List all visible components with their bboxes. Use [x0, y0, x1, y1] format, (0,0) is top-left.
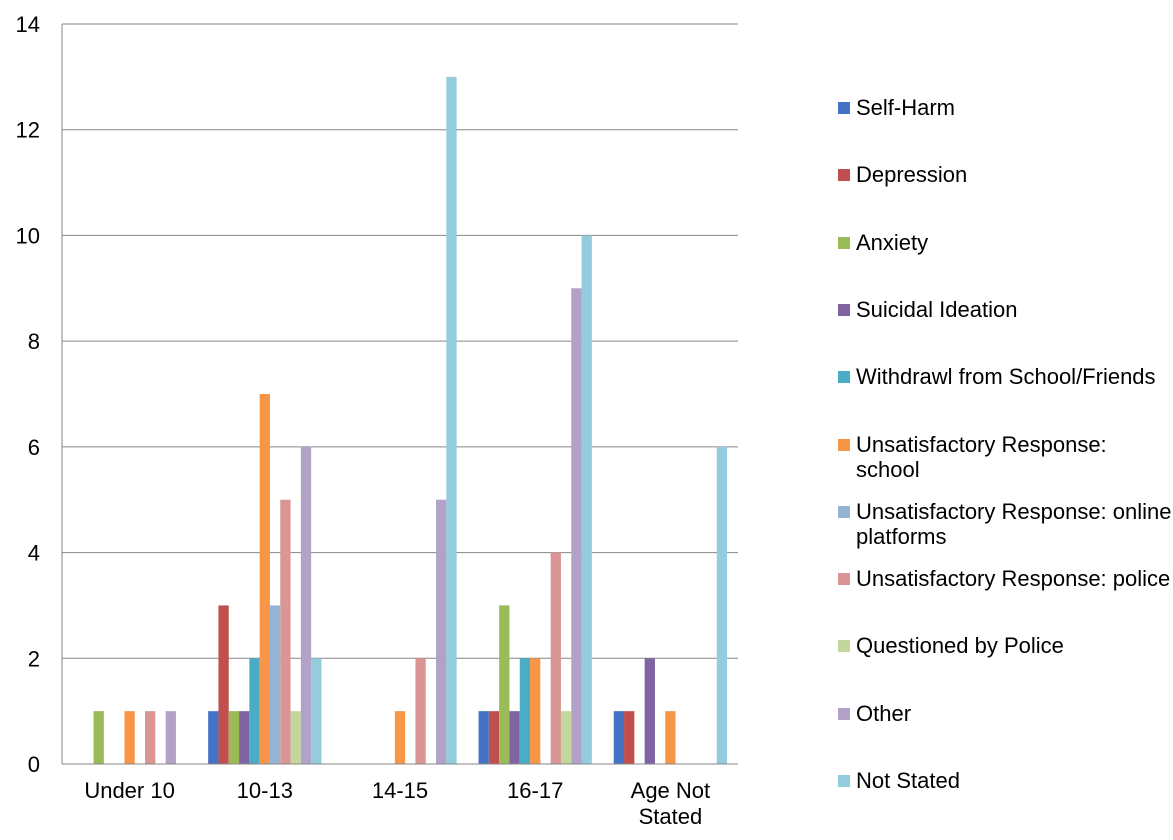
bar-self-harm	[208, 711, 219, 764]
legend-item: Withdrawl from School/Friends	[838, 364, 1173, 389]
bar-not-stated	[716, 446, 728, 764]
y-tick-label: 8	[28, 329, 40, 354]
bar-self-harm	[478, 711, 489, 764]
bar-not-stated	[581, 235, 592, 764]
bar-other	[300, 446, 312, 764]
legend-label: Unsatisfactory Response: school	[856, 431, 1107, 482]
y-tick-label: 14	[16, 12, 40, 37]
legend-label: Unsatisfactory Response: online platform…	[856, 498, 1172, 549]
bar-unsatisfactory-response-online-platforms	[269, 605, 281, 764]
legend-label: Withdrawl from School/Friends	[856, 364, 1156, 390]
bar-depression	[488, 711, 500, 764]
bar-suicidal-ideation	[239, 711, 250, 764]
legend-label: Self-Harm	[856, 95, 956, 120]
legend-swatch	[838, 303, 850, 316]
y-tick-label: 4	[28, 541, 40, 566]
legend-item: Unsatisfactory Response: school	[838, 432, 1173, 482]
legend-item: Questioned by Police	[838, 633, 1173, 658]
bar-unsatisfactory-response-police	[550, 552, 561, 764]
legend-swatch	[838, 438, 850, 451]
legend-swatch	[838, 236, 850, 249]
bar-questioned-by-police	[560, 711, 572, 764]
legend-label: Depression	[856, 162, 968, 188]
y-tick-label: 0	[28, 752, 40, 777]
legend-label: Unsatisfactory Response: police	[856, 566, 1171, 592]
legend-item: Other	[838, 701, 1173, 726]
bar-not-stated	[311, 658, 322, 764]
bar-anxiety	[93, 711, 104, 764]
x-tick-label: 14-15	[372, 778, 428, 803]
legend-label: Not Stated	[856, 768, 960, 793]
legend-swatch	[838, 640, 850, 653]
bar-withdrawl-from-school-friends	[249, 658, 260, 764]
y-tick-label: 6	[28, 435, 40, 460]
bar-unsatisfactory-response-police	[145, 711, 156, 764]
bar-other	[436, 499, 447, 764]
legend-swatch	[838, 775, 850, 787]
x-tick-label: 10-13	[237, 778, 293, 803]
x-tick-label: Under 10	[84, 778, 175, 803]
bar-withdrawl-from-school-friends	[519, 658, 531, 764]
legend-label: Anxiety	[856, 229, 929, 255]
bar-other	[571, 288, 582, 764]
bar-suicidal-ideation	[644, 658, 655, 764]
bar-not-stated	[446, 76, 457, 765]
legend-swatch	[838, 371, 850, 384]
legend-swatch	[838, 505, 850, 518]
x-tick-label: Age Not Stated	[631, 778, 711, 829]
bar-unsatisfactory-response-police	[280, 499, 291, 764]
legend-item: Self-Harm	[838, 95, 1173, 120]
x-tick-label: 16-17	[507, 778, 563, 803]
legend-item: Unsatisfactory Response: police	[838, 566, 1173, 591]
legend-swatch	[838, 573, 850, 586]
bar-unsatisfactory-response-police	[415, 658, 426, 764]
bar-depression	[218, 605, 229, 764]
bar-other	[165, 711, 176, 764]
bar-suicidal-ideation	[509, 711, 520, 764]
legend-swatch	[838, 102, 850, 114]
bar-depression	[624, 711, 635, 764]
legend-item: Unsatisfactory Response: online platform…	[838, 499, 1173, 549]
legend-swatch	[838, 169, 850, 182]
bar-unsatisfactory-response-school	[665, 711, 676, 764]
legend-swatch	[838, 707, 850, 720]
bar-questioned-by-police	[290, 711, 301, 764]
bar-anxiety	[499, 605, 510, 764]
legend-label: Other	[856, 700, 912, 726]
bar-unsatisfactory-response-school	[394, 711, 406, 764]
legend-item: Not Stated	[838, 768, 1173, 793]
legend-item: Suicidal Ideation	[838, 297, 1173, 322]
y-tick-label: 2	[28, 646, 40, 671]
bar-unsatisfactory-response-school	[259, 394, 270, 764]
legend-item: Depression	[838, 162, 1173, 187]
legend-label: Questioned by Police	[856, 633, 1064, 659]
legend: Self-Harm Depression Anxiety Suicidal Ideat…	[838, 0, 1173, 835]
bar-unsatisfactory-response-school	[530, 658, 541, 764]
y-tick-label: 10	[16, 223, 40, 248]
bar-anxiety	[228, 711, 240, 764]
y-tick-label: 12	[16, 118, 40, 143]
bar-self-harm	[613, 711, 625, 764]
legend-item: Anxiety	[838, 230, 1173, 255]
bar-unsatisfactory-response-school	[124, 711, 135, 764]
legend-label: Suicidal Ideation	[856, 296, 1018, 322]
